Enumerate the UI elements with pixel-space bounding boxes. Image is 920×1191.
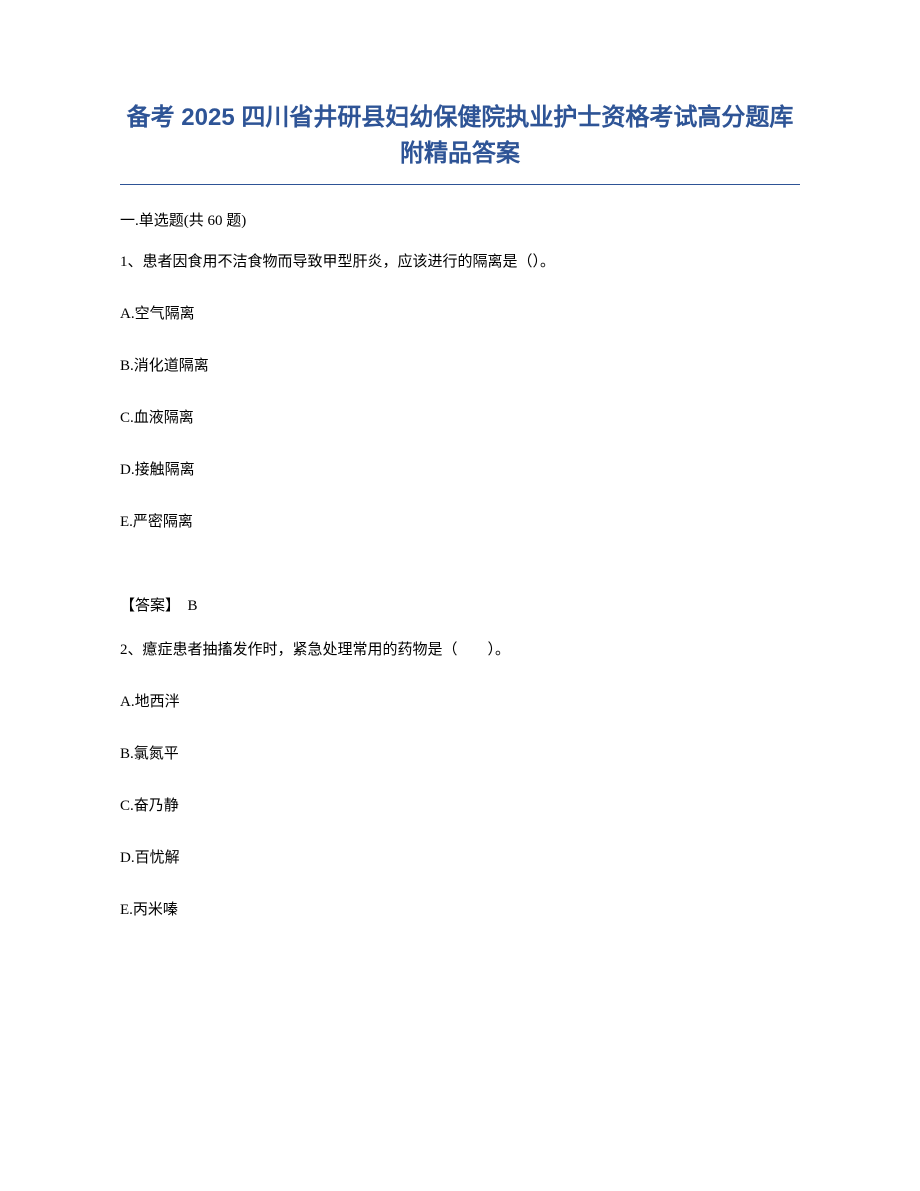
question-1-option-e: E.严密隔离 bbox=[120, 510, 800, 534]
question-1-option-a: A.空气隔离 bbox=[120, 302, 800, 326]
question-2-option-b: B.氯氮平 bbox=[120, 742, 800, 766]
question-2-option-a: A.地西泮 bbox=[120, 690, 800, 714]
question-1-number: 1、 bbox=[120, 254, 143, 270]
question-1-option-c: C.血液隔离 bbox=[120, 406, 800, 430]
question-1-text: 1、患者因食用不洁食物而导致甲型肝炎，应该进行的隔离是（）。 bbox=[120, 250, 800, 274]
question-2-option-e: E.丙米嗪 bbox=[120, 898, 800, 922]
question-2-text: 2、癔症患者抽搐发作时，紧急处理常用的药物是（ ）。 bbox=[120, 638, 800, 662]
question-1-answer: 【答案】 B bbox=[120, 594, 800, 618]
question-1-option-d: D.接触隔离 bbox=[120, 458, 800, 482]
question-2-option-c: C.奋乃静 bbox=[120, 794, 800, 818]
question-2-number: 2、 bbox=[120, 642, 143, 658]
section-header: 一.单选题(共 60 题) bbox=[120, 209, 800, 230]
document-title: 备考 2025 四川省井研县妇幼保健院执业护士资格考试高分题库附精品答案 bbox=[120, 100, 800, 185]
question-2-body: 癔症患者抽搐发作时，紧急处理常用的药物是（ ）。 bbox=[143, 642, 511, 658]
question-1-option-b: B.消化道隔离 bbox=[120, 354, 800, 378]
question-2-option-d: D.百忧解 bbox=[120, 846, 800, 870]
answer-label: 【答案】 bbox=[120, 598, 180, 614]
question-1-body: 患者因食用不洁食物而导致甲型肝炎，应该进行的隔离是（）。 bbox=[143, 254, 556, 270]
answer-value: B bbox=[188, 598, 198, 614]
